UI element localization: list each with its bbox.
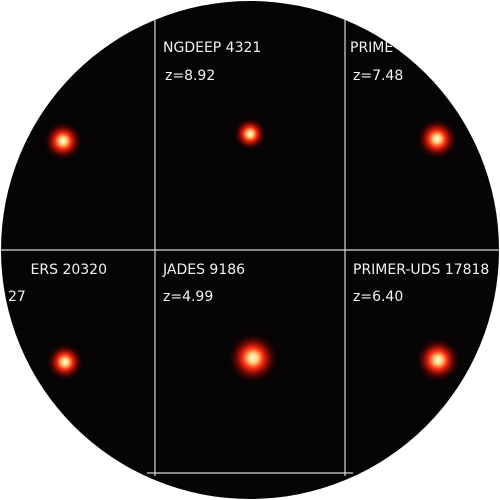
source — [415, 337, 461, 383]
source — [43, 121, 83, 161]
redshift-label: 27 — [8, 289, 26, 305]
panel-label: NGDEEP 4321 — [163, 40, 261, 56]
source — [416, 118, 458, 160]
source — [46, 343, 84, 381]
redshift-label: z=4.99 — [163, 289, 213, 305]
panel-label: PRIMER-UDS 17818 — [353, 262, 489, 278]
source — [233, 117, 267, 151]
redshift-label: z=6.40 — [353, 289, 403, 305]
source — [227, 332, 279, 384]
panel-label: ERS 20320 — [31, 262, 107, 278]
panel-label: JADES 9186 — [162, 262, 245, 278]
redshift-label: z=8.92 — [165, 68, 215, 84]
redshift-label: z=7.48 — [353, 68, 403, 84]
panel-label: PRIME — [350, 40, 393, 56]
